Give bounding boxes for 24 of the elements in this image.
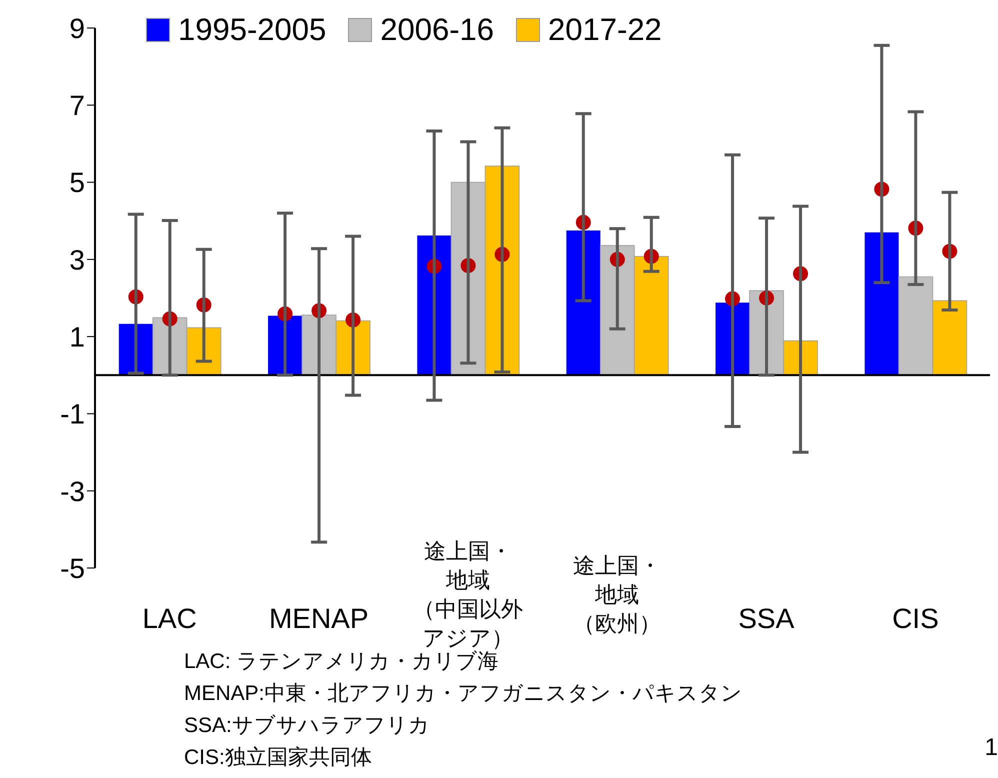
x-tick-label: CIS <box>892 602 939 634</box>
y-tick-label: 5 <box>69 167 85 198</box>
y-tick-label: -5 <box>60 552 85 584</box>
x-tick-label: 途上国・地域（欧州） <box>573 552 662 636</box>
bar <box>864 232 899 376</box>
y-tick-label: 7 <box>69 90 85 122</box>
legend-label: 2017-22 <box>548 12 662 48</box>
x-tick-label: LAC <box>142 602 197 634</box>
text: MENAP:中東・北アフリカ・アフガニスタン・パキスタン <box>184 681 743 707</box>
x-tick-label: 途上国・地域（中国以外アジア） <box>412 538 523 650</box>
legend-label: 2006-16 <box>380 12 494 48</box>
y-tick-label: -3 <box>60 476 85 507</box>
y-tick-label: 9 <box>69 12 85 44</box>
text: 1 <box>984 734 998 762</box>
text: CIS:独立国家共同体 <box>184 745 373 771</box>
y-tick-label: -1 <box>60 398 85 430</box>
y-tick-label: 3 <box>69 244 85 276</box>
x-tick-label: MENAP <box>268 602 369 634</box>
text: SSA:サブサハラアフリカ <box>184 713 431 739</box>
text: LAC: ラテンアメリカ・カリブ海 <box>184 650 500 675</box>
legend-label: 1995-2005 <box>178 12 326 48</box>
bar <box>566 230 600 376</box>
x-tick-label: SSA <box>738 602 795 634</box>
y-tick-label: 1 <box>69 322 85 353</box>
